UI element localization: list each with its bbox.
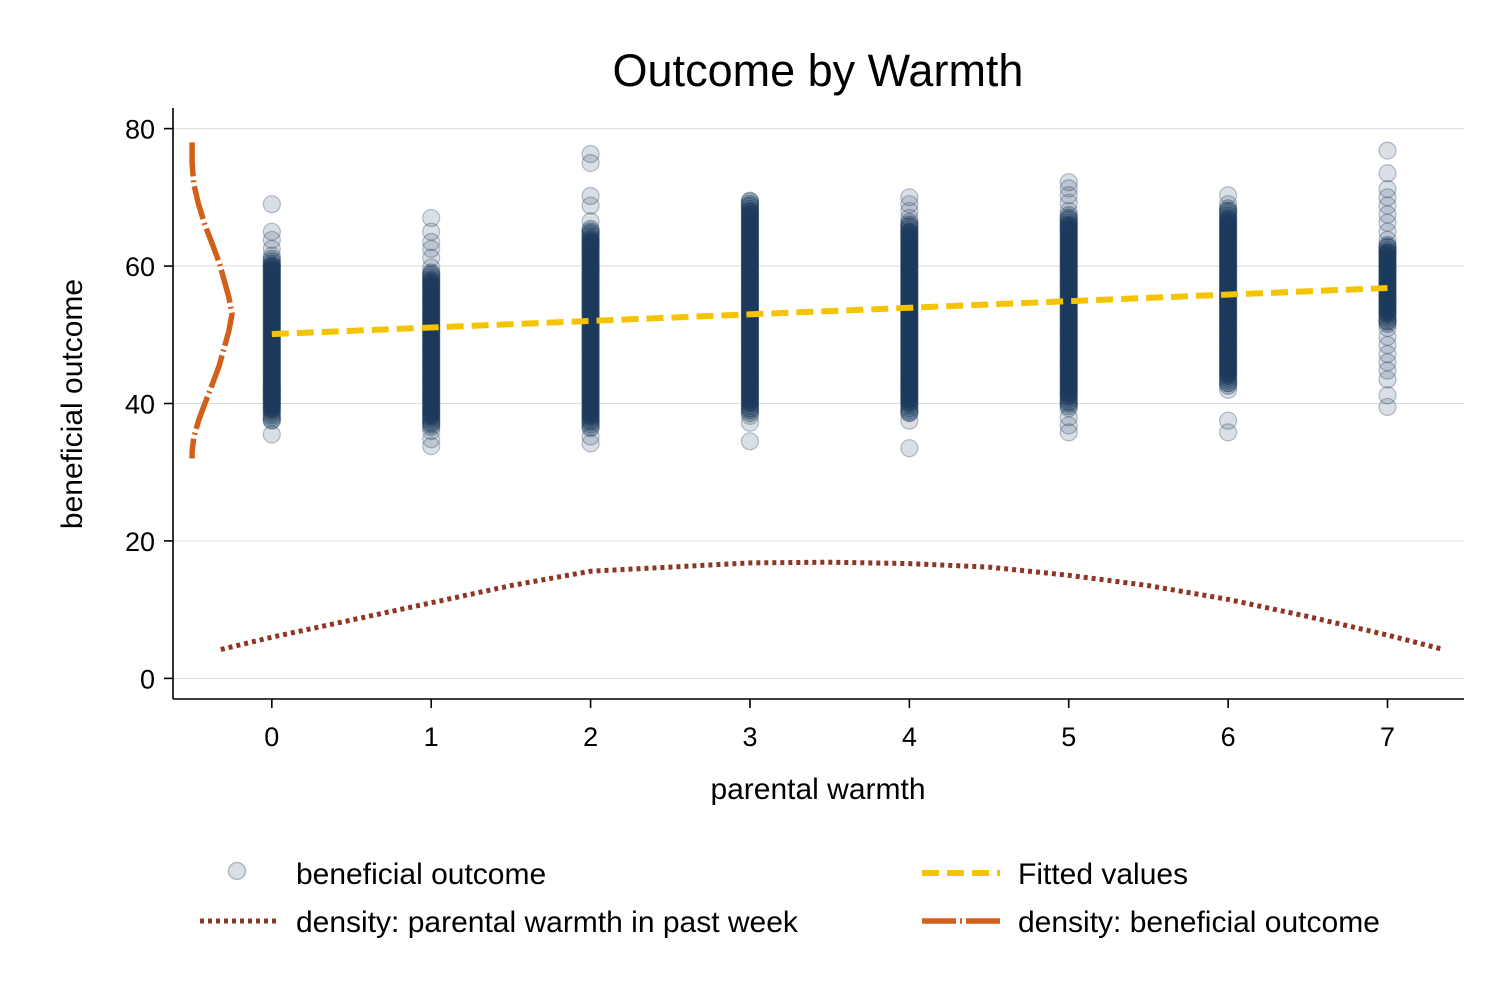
density-outcome-series bbox=[189, 142, 235, 459]
density-warmth-line bbox=[220, 559, 1444, 652]
chart-title: Outcome by Warmth bbox=[613, 45, 1024, 96]
scatter-point bbox=[1059, 416, 1078, 435]
scatter-point bbox=[1378, 386, 1397, 405]
scatter-point bbox=[1378, 344, 1397, 364]
scatter-point bbox=[262, 222, 281, 241]
scatter-point bbox=[1059, 408, 1078, 427]
scatter-point bbox=[900, 195, 919, 214]
x-tick-label-1: 1 bbox=[424, 722, 439, 752]
legend-label-scatter: beneficial outcome bbox=[296, 858, 546, 891]
y-tick-label-0: 0 bbox=[140, 664, 155, 694]
scatter-point bbox=[262, 256, 281, 276]
scatter-point bbox=[1059, 423, 1078, 442]
legend-label-density-warmth: density: parental warmth in past week bbox=[296, 906, 799, 939]
scatter-point bbox=[900, 188, 919, 207]
scatter-point bbox=[900, 201, 919, 221]
x-tick-label-7: 7 bbox=[1380, 722, 1395, 752]
legend-marker-scatter bbox=[227, 861, 247, 881]
scatter-point bbox=[1378, 397, 1397, 417]
x-tick-label-2: 2 bbox=[583, 722, 598, 752]
scatter-point bbox=[422, 430, 441, 449]
scatter-point bbox=[740, 202, 760, 221]
scatter-point bbox=[581, 427, 600, 446]
scatter-point bbox=[422, 239, 441, 258]
legend-label-fitted: Fitted values bbox=[1018, 858, 1188, 891]
legend-item-fitted: Fitted values bbox=[922, 858, 1188, 891]
scatter-point bbox=[1378, 213, 1397, 232]
y-tick-label-20: 20 bbox=[125, 527, 155, 557]
scatter-point bbox=[262, 195, 281, 214]
scatter-point bbox=[1378, 243, 1397, 262]
scatter-point bbox=[581, 186, 600, 206]
x-tick-label-6: 6 bbox=[1221, 722, 1236, 752]
scatter-point bbox=[900, 223, 919, 242]
scatter-point bbox=[1378, 205, 1397, 224]
scatter-point bbox=[262, 425, 281, 444]
scatter-point bbox=[1219, 411, 1238, 430]
fitted-line bbox=[271, 285, 1388, 338]
density-warmth-series bbox=[220, 559, 1444, 652]
y-tick-label-40: 40 bbox=[125, 390, 155, 420]
y-ticks: 0 20 40 60 80 bbox=[125, 115, 173, 694]
scatter-point bbox=[1059, 216, 1078, 235]
y-gridlines bbox=[173, 128, 1464, 679]
scatter-point bbox=[1219, 423, 1238, 442]
scatter-point bbox=[740, 432, 760, 451]
scatter-point bbox=[1059, 173, 1078, 192]
scatter-point bbox=[581, 230, 600, 250]
scatter-point bbox=[1059, 186, 1078, 205]
scatter-point bbox=[1378, 179, 1397, 199]
scatter-point bbox=[422, 222, 441, 241]
legend-item-scatter: beneficial outcome bbox=[227, 858, 546, 891]
legend-item-density-warmth: density: parental warmth in past week bbox=[200, 906, 799, 939]
x-tick-label-5: 5 bbox=[1061, 722, 1076, 752]
scatter-point bbox=[1378, 164, 1397, 183]
x-axis-title: parental warmth bbox=[710, 773, 925, 806]
scatter-point bbox=[1378, 196, 1397, 215]
legend-item-density-outcome: density: beneficial outcome bbox=[922, 906, 1380, 939]
x-tick-label-3: 3 bbox=[742, 722, 757, 752]
scatter-point bbox=[1378, 335, 1397, 355]
scatter-point bbox=[581, 434, 600, 453]
scatter-series bbox=[262, 141, 1397, 458]
scatter-point bbox=[1059, 179, 1078, 198]
y-axis-title: beneficial outcome bbox=[56, 279, 89, 529]
scatter-point bbox=[1219, 210, 1238, 229]
scatter-point bbox=[422, 272, 441, 291]
scatter-point bbox=[1059, 193, 1078, 212]
scatter-point bbox=[1378, 141, 1397, 160]
scatter-point bbox=[581, 212, 600, 231]
x-tick-label-4: 4 bbox=[902, 722, 917, 752]
scatter-point bbox=[1378, 188, 1397, 207]
scatter-point bbox=[1378, 370, 1397, 389]
scatter-point bbox=[422, 208, 441, 228]
fitted-series bbox=[271, 285, 1388, 338]
scatter-point bbox=[1378, 327, 1397, 346]
legend-label-density-outcome: density: beneficial outcome bbox=[1018, 906, 1380, 939]
scatter-point bbox=[1378, 222, 1397, 241]
scatter-point bbox=[581, 196, 600, 215]
density-outcome-line bbox=[189, 142, 235, 459]
scatter-point bbox=[422, 248, 441, 267]
scatter-point bbox=[1219, 186, 1238, 205]
scatter-point bbox=[262, 239, 281, 258]
scatter-point bbox=[422, 437, 441, 456]
legend: beneficial outcome Fitted values density… bbox=[200, 858, 1380, 939]
scatter-point bbox=[1378, 361, 1397, 380]
scatter-point bbox=[581, 144, 600, 164]
x-tick-label-0: 0 bbox=[264, 722, 279, 752]
scatter-point bbox=[900, 439, 919, 458]
scatter-point bbox=[422, 232, 441, 252]
scatter-point bbox=[900, 411, 919, 430]
scatter-point bbox=[262, 230, 281, 250]
y-tick-label-80: 80 bbox=[125, 115, 155, 145]
scatter-point bbox=[581, 153, 600, 173]
scatter-point bbox=[740, 413, 760, 432]
y-tick-label-60: 60 bbox=[125, 252, 155, 282]
x-ticks: 0 1 2 3 4 5 6 7 bbox=[264, 699, 1395, 752]
scatter-point bbox=[1378, 353, 1397, 372]
